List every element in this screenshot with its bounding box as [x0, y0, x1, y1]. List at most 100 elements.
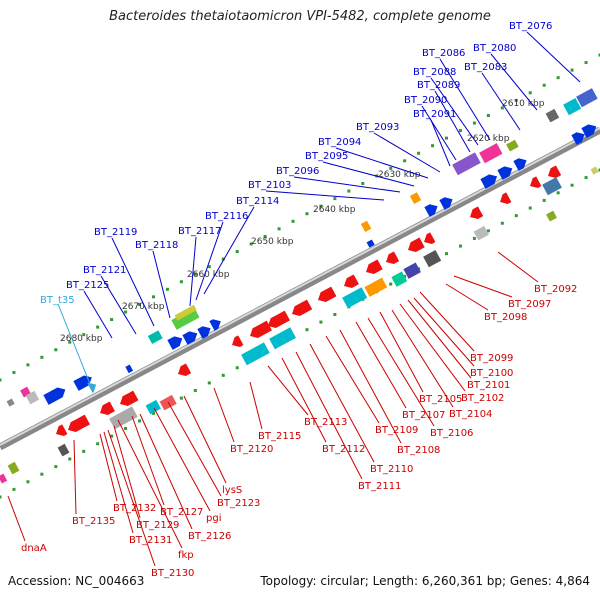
gc-dot-outer: [431, 144, 435, 148]
reverse-label-leader: [399, 303, 466, 392]
genome-backbone: [0, 126, 600, 451]
reverse-gene: [232, 335, 244, 347]
gc-dot-outer: [319, 204, 323, 208]
reverse-gene-label: BT_2120: [230, 444, 273, 455]
reverse-gene-label: BT_2110: [370, 464, 413, 475]
forward-gene: [571, 132, 585, 145]
gc-dot-inner: [26, 480, 30, 484]
forward-cog-box: [174, 304, 197, 321]
forward-label-leader: [373, 132, 441, 173]
reverse-gene: [530, 176, 542, 188]
rna-gene-label: BT_t35: [40, 295, 75, 306]
reverse-gene-label: BT_2098: [484, 312, 527, 323]
reverse-gene-label: BT_2113: [304, 417, 347, 428]
gc-dot-outer: [403, 159, 407, 163]
reverse-gene-label: BT_2123: [217, 498, 260, 509]
forward-cog-box: [452, 152, 481, 176]
reverse-label-leader: [113, 425, 141, 519]
gc-dot-outer: [445, 136, 449, 140]
reverse-label-leader: [295, 351, 363, 480]
gc-dot-outer: [277, 227, 281, 231]
gc-dot-outer: [151, 295, 155, 299]
gc-dot-outer: [0, 378, 2, 382]
reverse-gene: [424, 232, 436, 244]
gc-dot-outer: [556, 76, 560, 80]
gc-dot-outer: [291, 219, 295, 223]
scale-tick-label: 2640 kbp: [313, 205, 356, 215]
forward-label-leader: [526, 31, 581, 83]
reverse-gene-label: BT_2115: [258, 431, 301, 442]
forward-cog-box: [6, 398, 15, 407]
gc-dot-inner: [319, 320, 323, 324]
gc-dot-outer: [333, 197, 337, 201]
reverse-cog-box: [546, 210, 557, 222]
forward-gene-label: BT_2086: [422, 48, 465, 59]
reverse-label-leader: [103, 431, 134, 534]
gc-dot-outer: [26, 363, 30, 367]
gc-dot-inner: [486, 229, 490, 233]
gc-dot-inner: [500, 221, 504, 225]
gc-dot-outer: [347, 189, 351, 193]
gc-dot-outer: [528, 91, 532, 95]
scale-tick-label: 2660 kbp: [187, 270, 230, 280]
gc-dot-inner: [584, 176, 588, 180]
reverse-label-leader: [339, 329, 402, 444]
reverse-cog-box: [7, 461, 20, 475]
gc-dot-outer: [249, 242, 253, 246]
reverse-gene-label: BT_2099: [470, 353, 513, 364]
gc-dot-inner: [179, 396, 183, 400]
reverse-label-leader: [497, 251, 539, 283]
gc-dot-outer: [54, 348, 58, 352]
reverse-label-leader: [391, 309, 454, 408]
reverse-label-leader: [183, 395, 227, 484]
gc-dot-outer: [138, 302, 142, 306]
reverse-label-leader: [355, 321, 407, 409]
gc-dot-inner: [12, 487, 16, 491]
reverse-label-leader: [445, 283, 489, 311]
reverse-label-leader: [117, 419, 183, 549]
reverse-gene: [548, 165, 562, 178]
forward-gene-label: BT_2090: [404, 95, 447, 106]
forward-label-leader: [421, 105, 457, 161]
forward-gene-label: BT_2080: [473, 43, 516, 54]
gc-dot-outer: [361, 181, 365, 185]
reverse-label-leader: [407, 299, 472, 379]
reverse-gene: [178, 363, 192, 376]
forward-label-leader: [195, 221, 224, 301]
gc-dot-outer: [110, 318, 114, 322]
gc-dot-inner: [207, 381, 211, 385]
gc-dot-outer: [486, 113, 490, 117]
gc-dot-outer: [82, 333, 86, 337]
gc-dot-inner: [403, 274, 407, 278]
forward-gene: [439, 197, 453, 210]
gc-dot-inner: [542, 198, 546, 202]
forward-gene-small: [366, 239, 375, 248]
reverse-cog-box: [542, 177, 562, 196]
reverse-gene-label: BT_2106: [430, 428, 473, 439]
gc-dot-inner: [82, 449, 86, 453]
forward-gene-label: BT_2125: [66, 280, 109, 291]
reverse-label-leader: [309, 343, 375, 463]
reverse-gene-label: BT_2108: [397, 445, 440, 456]
forward-cog-box: [545, 108, 560, 123]
forward-cog-box: [25, 390, 40, 405]
reverse-gene-label: BT_2105: [419, 394, 462, 405]
reverse-cog-box: [403, 262, 421, 279]
reverse-label-leader: [99, 433, 118, 502]
forward-gene-label: BT_2114: [236, 196, 279, 207]
trna-gene: [87, 382, 97, 393]
reverse-cog-box: [473, 225, 489, 241]
reverse-gene-label: BT_2126: [188, 531, 231, 542]
reverse-label-leader: [139, 413, 193, 530]
forward-label-leader: [265, 190, 385, 201]
scale-tick-label: 2620 kbp: [467, 134, 510, 144]
reverse-gene-label: BT_2100: [470, 368, 513, 379]
forward-cog-box: [360, 220, 372, 232]
gc-dot-outer: [12, 370, 16, 374]
forward-gene-label: BT_2118: [135, 240, 178, 251]
reverse-label-leader: [267, 365, 309, 416]
forward-label-leader: [434, 90, 471, 153]
forward-cog-box: [171, 307, 200, 330]
